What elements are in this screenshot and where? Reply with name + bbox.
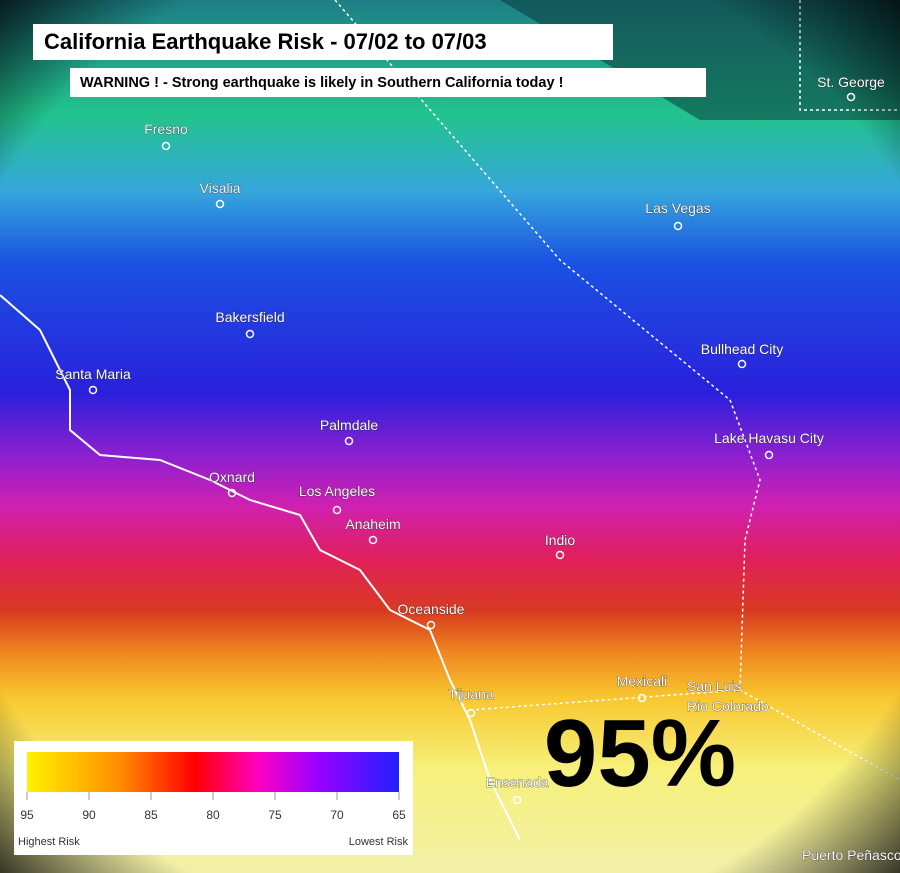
legend-left-label: Highest Risk — [18, 836, 80, 848]
city-label: Fresno — [144, 121, 188, 137]
city-marker — [555, 550, 565, 560]
city-marker — [466, 708, 476, 718]
city-marker — [637, 693, 647, 703]
risk-value: 95% — [544, 700, 736, 807]
city-label: Las Vegas — [645, 200, 710, 216]
legend-tick-label: 70 — [330, 808, 344, 822]
city-label: Bakersfield — [215, 309, 284, 325]
city-marker — [245, 329, 255, 339]
city-label: Anaheim — [345, 516, 400, 532]
city-label: Puerto Peñasco — [802, 847, 900, 863]
city-label: Oceanside — [398, 601, 465, 617]
city-label: Los Angeles — [299, 483, 375, 499]
city-label: Bullhead City — [701, 341, 784, 357]
legend-tick-label: 95 — [20, 808, 34, 822]
city-layer: Fresno Visalia Bakersfield Santa Maria Palmd… — [55, 74, 900, 864]
city-marker — [161, 141, 171, 151]
city-label: Lake Havasu City — [714, 430, 824, 446]
legend-tick-label: 80 — [206, 808, 220, 822]
city-marker — [764, 450, 774, 460]
warning: WARNING ! - Strong earthquake is likely … — [80, 75, 563, 91]
city-marker — [426, 620, 436, 630]
legend-ticks: 95 90 85 80 75 70 65 — [20, 792, 406, 822]
legend-colorbar — [27, 752, 399, 792]
legend-right-label: Lowest Risk — [349, 836, 409, 848]
city-marker — [673, 221, 683, 231]
legend-tick-label: 75 — [268, 808, 282, 822]
title-box — [33, 24, 613, 60]
city-label: Oxnard — [209, 469, 255, 485]
city-label: Santa Maria — [55, 366, 131, 382]
city-marker — [344, 436, 354, 446]
city-label: Mexicali — [617, 673, 668, 689]
title: California Earthquake Risk - 07/02 to 07… — [44, 29, 487, 54]
city-marker — [512, 795, 522, 805]
city-label: Palmdale — [320, 417, 379, 433]
city-marker — [846, 92, 856, 102]
city-label: Ensenada — [485, 774, 548, 790]
city-label: Rio Colorado — [687, 698, 769, 714]
city-marker — [332, 505, 342, 515]
city-marker — [227, 488, 237, 498]
city-marker — [88, 385, 98, 395]
city-label: St. George — [817, 74, 885, 90]
city-label: San Luis — [687, 678, 741, 694]
city-marker — [215, 199, 225, 209]
warning-box — [70, 68, 706, 97]
legend-tick-label: 85 — [144, 808, 158, 822]
legend-tick-label: 90 — [82, 808, 96, 822]
city-marker — [368, 535, 378, 545]
city-label: Visalia — [200, 180, 241, 196]
city-marker — [737, 359, 747, 369]
legend-tick-label: 65 — [392, 808, 406, 822]
city-label: Indio — [545, 532, 576, 548]
city-label: Tijuana — [448, 686, 494, 702]
